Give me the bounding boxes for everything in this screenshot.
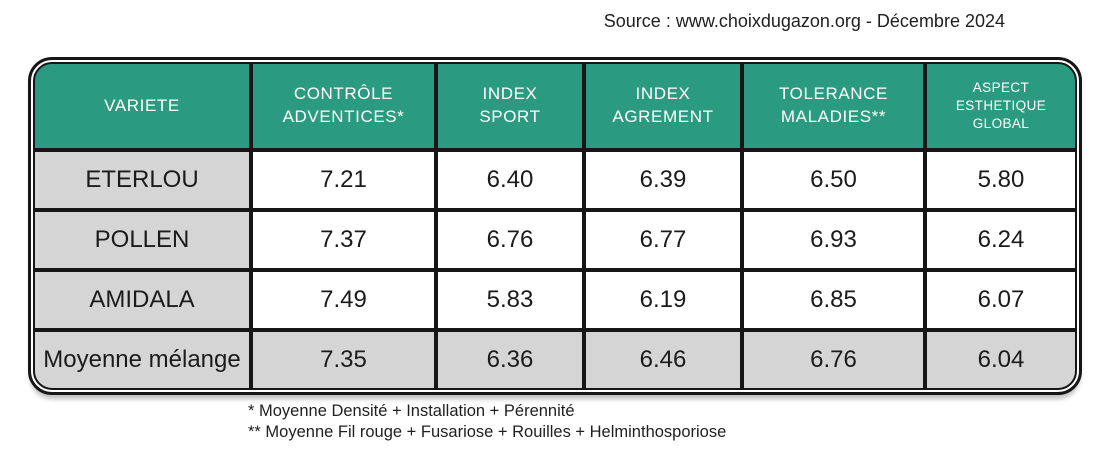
- value-cell: 6.07: [925, 270, 1077, 330]
- source-caption: Source : www.choixdugazon.org - Décembre…: [603, 11, 1005, 31]
- col-header-tolerance-maladies: TOLERANCE MALADIES**: [742, 62, 925, 150]
- table-row: Moyenne mélange 7.35 6.36 6.46 6.76 6.04: [33, 330, 1077, 390]
- value-cell: 6.39: [584, 150, 742, 210]
- footnote-maladies: ** Moyenne Fil rouge + Fusariose + Rouil…: [248, 423, 727, 441]
- value-cell: 5.83: [436, 270, 584, 330]
- table-row: POLLEN 7.37 6.76 6.77 6.93 6.24: [33, 210, 1077, 270]
- value-cell: 6.36: [436, 330, 584, 390]
- value-cell: 7.49: [251, 270, 436, 330]
- table-row: ETERLOU 7.21 6.40 6.39 6.50 5.80: [33, 150, 1077, 210]
- value-cell: 6.46: [584, 330, 742, 390]
- col-header-aspect-esthetique-global: ASPECT ESTHETIQUE GLOBAL: [925, 62, 1077, 150]
- row-label-pollen: POLLEN: [33, 210, 251, 270]
- value-cell: 6.50: [742, 150, 925, 210]
- col-header-controle-adventices: CONTRÔLE ADVENTICES*: [251, 62, 436, 150]
- value-cell: 6.93: [742, 210, 925, 270]
- value-cell: 6.40: [436, 150, 584, 210]
- col-header-index-sport: INDEX SPORT: [436, 62, 584, 150]
- varieties-table-frame: VARIETE CONTRÔLE ADVENTICES* INDEX SPORT…: [28, 57, 1082, 395]
- row-label-eterlou: ETERLOU: [33, 150, 251, 210]
- value-cell: 7.37: [251, 210, 436, 270]
- value-cell: 6.19: [584, 270, 742, 330]
- value-cell: 7.21: [251, 150, 436, 210]
- row-label-moyenne-melange: Moyenne mélange: [33, 330, 251, 390]
- value-cell: 6.77: [584, 210, 742, 270]
- col-header-index-agrement: INDEX AGREMENT: [584, 62, 742, 150]
- value-cell: 6.76: [742, 330, 925, 390]
- footnote-adventices: * Moyenne Densité + Installation + Péren…: [248, 402, 575, 420]
- footnotes: * Moyenne Densité + Installation + Péren…: [248, 401, 726, 443]
- value-cell: 6.24: [925, 210, 1077, 270]
- table-row: AMIDALA 7.49 5.83 6.19 6.85 6.07: [33, 270, 1077, 330]
- value-cell: 6.85: [742, 270, 925, 330]
- value-cell: 5.80: [925, 150, 1077, 210]
- value-cell: 6.04: [925, 330, 1077, 390]
- value-cell: 6.76: [436, 210, 584, 270]
- header-row: VARIETE CONTRÔLE ADVENTICES* INDEX SPORT…: [33, 62, 1077, 150]
- col-header-variete: VARIETE: [33, 62, 251, 150]
- value-cell: 7.35: [251, 330, 436, 390]
- varieties-table: VARIETE CONTRÔLE ADVENTICES* INDEX SPORT…: [33, 62, 1077, 390]
- row-label-amidala: AMIDALA: [33, 270, 251, 330]
